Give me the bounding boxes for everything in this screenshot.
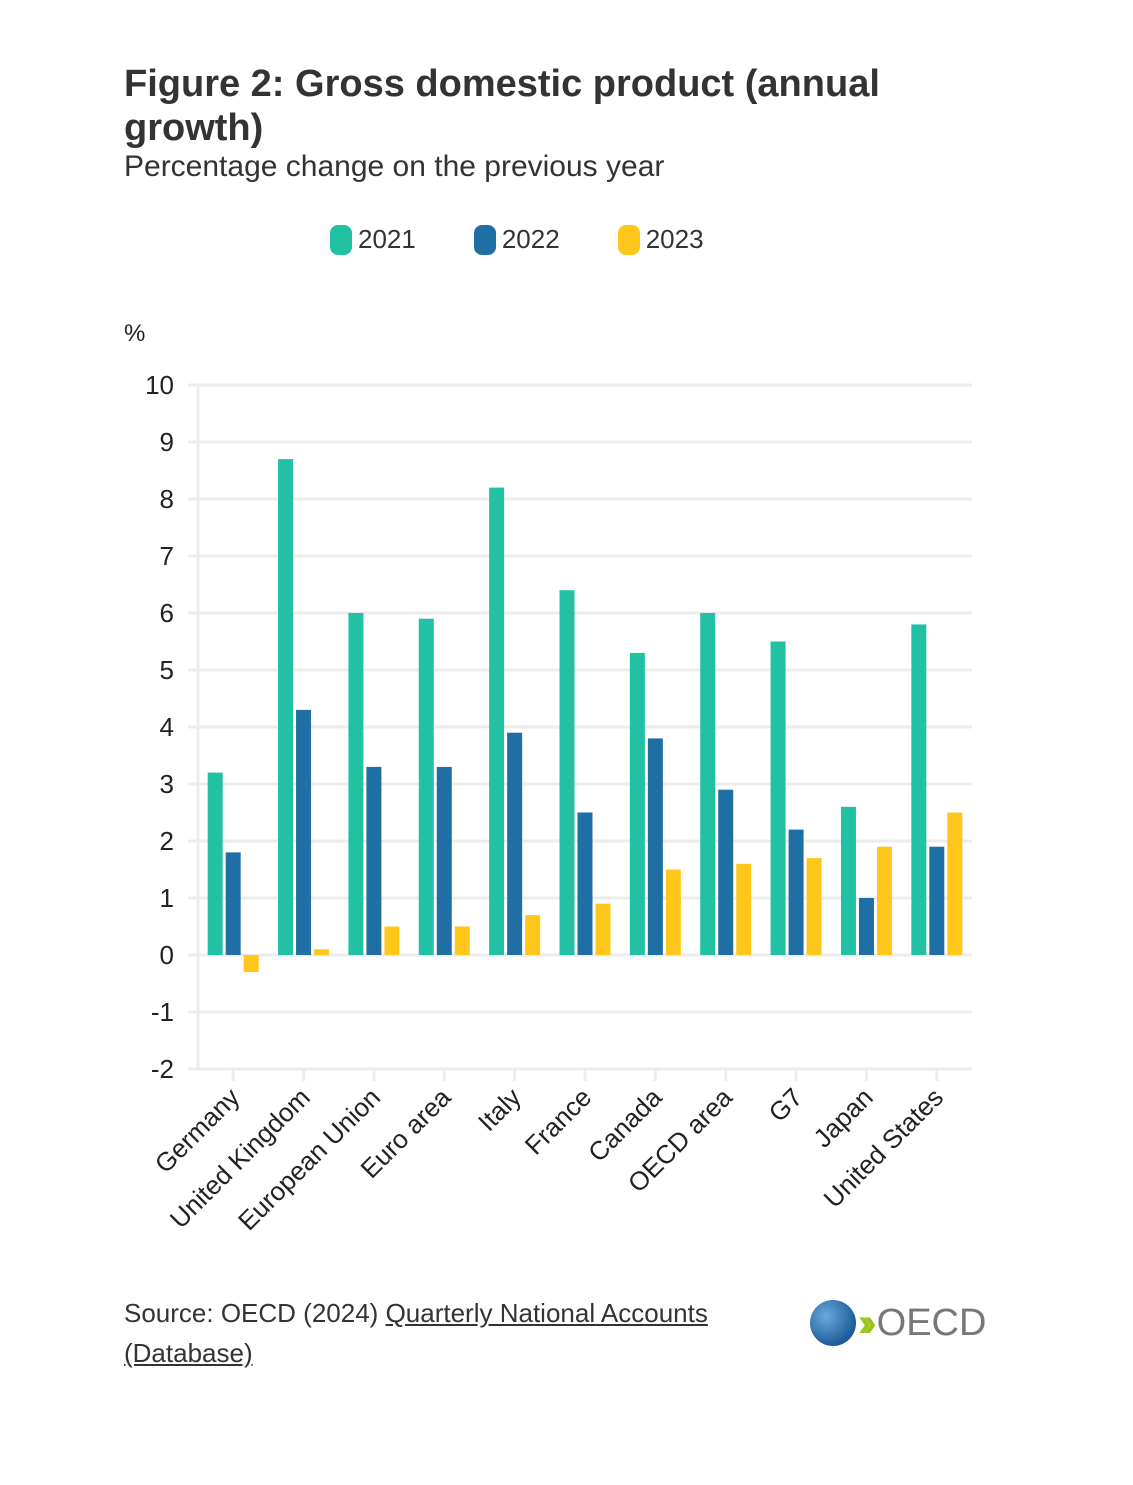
- y-tick-label: 5: [160, 655, 174, 685]
- bar-2022-canada[interactable]: [647, 738, 663, 955]
- legend: 2021 2022 2023: [330, 224, 704, 255]
- bar-2022-germany[interactable]: [225, 852, 241, 955]
- bar-2023-italy[interactable]: [525, 915, 541, 955]
- bar-2021-united-states[interactable]: [911, 624, 927, 955]
- globe-icon: [810, 1300, 856, 1346]
- y-tick-label: -2: [151, 1054, 174, 1084]
- bar-2022-japan[interactable]: [858, 898, 874, 955]
- legend-item-2021[interactable]: 2021: [330, 224, 416, 255]
- legend-swatch-2023: [617, 224, 640, 255]
- y-tick-label: 1: [160, 883, 174, 913]
- bar-2023-european-union[interactable]: [384, 926, 400, 956]
- x-tick-label: Italy: [472, 1082, 527, 1137]
- bar-2022-european-union[interactable]: [366, 766, 382, 955]
- bar-2023-oecd-area[interactable]: [736, 863, 752, 955]
- y-tick-label: 3: [160, 769, 174, 799]
- legend-label: 2022: [501, 224, 560, 254]
- y-tick-label: 7: [160, 541, 174, 571]
- bar-2022-g7[interactable]: [788, 829, 804, 955]
- bar-2023-euro-area[interactable]: [454, 926, 470, 956]
- source-prefix: Source: OECD (2024): [124, 1298, 386, 1328]
- source-link[interactable]: Quarterly National Accounts (Database): [124, 1298, 708, 1368]
- chevron-icon: ››: [858, 1300, 876, 1345]
- legend-swatch-2022: [473, 224, 496, 255]
- bar-2023-g7[interactable]: [806, 858, 822, 955]
- legend-label: 2021: [358, 224, 416, 254]
- legend-item-2023[interactable]: 2023: [617, 224, 704, 255]
- bar-2023-united-states[interactable]: [947, 812, 963, 956]
- y-tick-label: 6: [160, 598, 174, 628]
- bar-2021-united-kingdom[interactable]: [278, 459, 294, 955]
- bar-2021-canada[interactable]: [629, 652, 645, 955]
- bar-2021-france[interactable]: [559, 590, 575, 955]
- source-note: Source: OECD (2024) Quarterly National A…: [124, 1293, 764, 1373]
- y-tick-label: 0: [160, 940, 174, 970]
- legend-label: 2023: [645, 224, 704, 254]
- oecd-logo: ›› OECD: [810, 1300, 986, 1346]
- bar-2022-italy[interactable]: [507, 732, 523, 955]
- bar-2022-united-states[interactable]: [929, 846, 945, 955]
- x-tick-label: G7: [763, 1082, 809, 1128]
- chart-subtitle: Percentage change on the previous year: [124, 150, 665, 183]
- logo-text: OECD: [876, 1301, 987, 1344]
- y-tick-label: 10: [145, 370, 174, 400]
- legend-item-2022[interactable]: 2022: [473, 224, 560, 255]
- bar-2021-european-union[interactable]: [348, 613, 364, 955]
- bar-2022-euro-area[interactable]: [436, 766, 452, 955]
- bar-2023-canada[interactable]: [665, 869, 681, 956]
- chart-title: Figure 2: Gross domestic product (annual…: [124, 63, 880, 149]
- bar-2021-g7[interactable]: [770, 641, 786, 956]
- bar-2023-japan[interactable]: [876, 846, 892, 955]
- bar-2022-oecd-area[interactable]: [718, 789, 734, 955]
- bar-2021-germany[interactable]: [207, 772, 223, 955]
- bar-2023-germany[interactable]: [243, 955, 259, 973]
- bar-2022-united-kingdom[interactable]: [296, 709, 312, 955]
- y-tick-label: 8: [160, 484, 174, 514]
- bar-2022-france[interactable]: [577, 812, 593, 956]
- y-tick-label: -1: [151, 997, 174, 1027]
- y-axis-unit-label: %: [124, 320, 146, 347]
- y-tick-label: 2: [160, 826, 174, 856]
- bar-2021-oecd-area[interactable]: [700, 613, 716, 955]
- legend-swatch-2021: [330, 224, 352, 255]
- bar-2021-euro-area[interactable]: [418, 618, 434, 955]
- bar-2021-japan[interactable]: [840, 806, 856, 955]
- y-tick-label: 9: [160, 427, 174, 457]
- bar-2023-united-kingdom[interactable]: [314, 949, 330, 955]
- bar-2023-france[interactable]: [595, 903, 611, 955]
- y-tick-label: 4: [160, 712, 174, 742]
- bar-2021-italy[interactable]: [489, 487, 505, 955]
